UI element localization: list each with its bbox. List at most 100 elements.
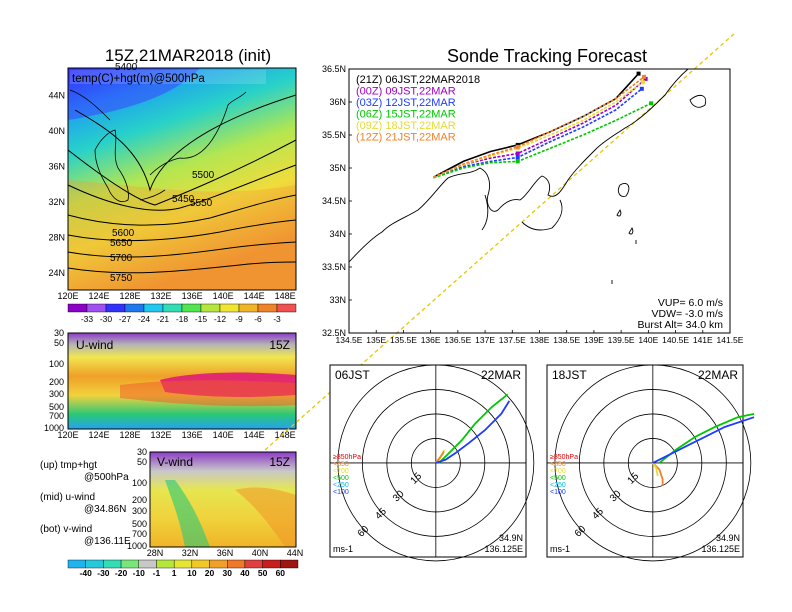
track-line (433, 76, 645, 178)
v-y-tick-label: 300 (132, 506, 147, 516)
track-y-tick-label: 34.5N (322, 196, 346, 206)
v-y-tick-label: 200 (132, 495, 147, 505)
track-x-tick-label: 140.5E (662, 335, 689, 345)
u-x-tick-label: 144E (244, 430, 265, 440)
u-x-tick-label: 128E (120, 430, 141, 440)
hodograph-level-legend: <700 (550, 468, 566, 475)
param-vdw: VDW= -3.0 m/s (652, 308, 723, 320)
colorbar-swatch (162, 303, 183, 313)
track-params: VUP= 6.0 m/s VDW= -3.0 m/s Burst Alt= 34… (638, 297, 724, 331)
hodograph-level-legend: <700 (333, 468, 349, 475)
contour-label: 5600 (112, 228, 135, 239)
track-y-tick-label: 36.5N (322, 64, 346, 74)
track-midpoint (515, 151, 520, 156)
upper-map-label-bg (70, 70, 266, 84)
track-y-tick-label: 32.5N (322, 328, 346, 338)
param-burst: Burst Alt= 34.0 km (638, 319, 724, 331)
track-map-coastline (348, 68, 707, 284)
track-series-group (432, 71, 654, 179)
v-x-tick-label: 40N (252, 548, 269, 558)
colorbar-label: -21 (157, 314, 170, 324)
track-x-tick-label: 136E (421, 335, 441, 345)
track-line (432, 73, 640, 178)
colorbar-swatch (124, 303, 145, 313)
colorbar-swatch (181, 303, 202, 313)
track-x-tick-label: 135.5E (390, 335, 417, 345)
upper-x-tick-label: 148E (275, 291, 296, 301)
upper-title: 15Z,21MAR2018 (init) (105, 46, 271, 65)
legend-up: (up) tmp+hgt (40, 460, 97, 471)
upper-y-tick-label: 32N (48, 197, 65, 207)
v-colorbar-swatch (280, 559, 299, 569)
colorbar-swatch (143, 303, 164, 313)
upper-map-warm-band (68, 180, 296, 290)
colorbar-label: -27 (119, 314, 132, 324)
hodograph-lat: 34.9N (716, 533, 740, 543)
v-y-tick-label: 1000 (127, 541, 147, 551)
v-colorbar: -40 -30 -20 -10 -1 1 10 20 30 40 50 60 (67, 559, 299, 578)
u-y-tick-label: 200 (49, 377, 64, 387)
colorbar-swatch (219, 303, 240, 313)
track-line (433, 78, 647, 178)
hodograph-level-legend: <250 (550, 482, 566, 489)
colorbar-label: -15 (195, 314, 208, 324)
v-colorbar-swatch (85, 559, 104, 569)
v-colorbar-label: 60 (276, 568, 286, 578)
hodograph-trace (652, 462, 659, 477)
track-line (433, 102, 652, 179)
v-colorbar-swatch (156, 559, 175, 569)
contour-label: 5750 (110, 273, 133, 284)
track-x-tick-label: 138.5E (553, 335, 580, 345)
track-y-tick-label: 36N (329, 97, 346, 107)
track-line (433, 88, 643, 178)
track-endpoint (639, 86, 644, 91)
upper-map-x-ticks: 120E 124E 128E 132E 136E 140E 144E 148E (57, 291, 295, 301)
upper-y-tick-label: 44N (48, 91, 65, 101)
upper-y-tick-label: 24N (48, 268, 65, 278)
upper-x-tick-label: 144E (244, 291, 265, 301)
track-x-tick-label: 140E (638, 335, 658, 345)
track-legend: (21Z) 06JST,22MAR2018(00Z) 09JST,22MAR(0… (356, 74, 480, 144)
u-x-tick-label: 120E (57, 430, 78, 440)
track-x-tick-label: 141.5E (717, 335, 744, 345)
v-colorbar-label: -1 (153, 568, 161, 578)
v-wind-x-ticks: 28N 32N 36N 40N 44N (147, 548, 304, 558)
track-x-tick-label: 139.5E (608, 335, 635, 345)
track-x-tick-label: 135E (366, 335, 386, 345)
u-x-tick-label: 124E (89, 430, 110, 440)
hodograph-level-legend: <850 (550, 461, 566, 468)
track-endpoint (640, 80, 645, 85)
hodograph-trace (435, 450, 445, 464)
v-colorbar-swatch (262, 559, 281, 569)
legend-mid: (mid) u-wind (40, 492, 95, 503)
track-y-tick-label: 35N (329, 163, 346, 173)
track-x-tick-label: 138E (530, 335, 550, 345)
u-wind-panel: U-wind 15Z 120E 124E 128E 132E 136E 140E 144E 1… (44, 328, 297, 440)
hodograph-level-legend: <500 (333, 475, 349, 482)
u-wind-label: U-wind (76, 338, 113, 352)
u-x-tick-label: 136E (182, 430, 203, 440)
u-y-tick-label: 700 (49, 411, 64, 421)
u-y-tick-label: 100 (49, 359, 64, 369)
upper-y-tick-label: 36N (48, 162, 65, 172)
contour-label: 5700 (110, 253, 133, 264)
colorbar-label: -30 (100, 314, 113, 324)
upper-x-tick-label: 136E (182, 291, 203, 301)
track-legend-entry: (12Z) 21JST,22MAR (356, 132, 456, 144)
track-x-tick-label: 134.5E (336, 335, 363, 345)
v-wind-label: V-wind (157, 455, 193, 469)
track-x-tick-label: 136.5E (444, 335, 471, 345)
hodograph-date-label: 22MAR (698, 368, 738, 382)
hodograph-time-label: 18JST (552, 368, 587, 382)
hodograph-trace (435, 400, 511, 464)
u-y-tick-label: 1000 (44, 423, 64, 433)
hodograph-level-legend: <500 (550, 475, 566, 482)
v-colorbar-swatch (120, 559, 139, 569)
track-x-ticks: 134.5E 135E 135.5E 136E 136.5E 137E 137.5E 138E… (336, 330, 744, 345)
upper-x-tick-label: 124E (89, 291, 110, 301)
track-y-tick-label: 34N (329, 229, 346, 239)
hodograph-level-legend: ≥850hPa (333, 454, 361, 461)
